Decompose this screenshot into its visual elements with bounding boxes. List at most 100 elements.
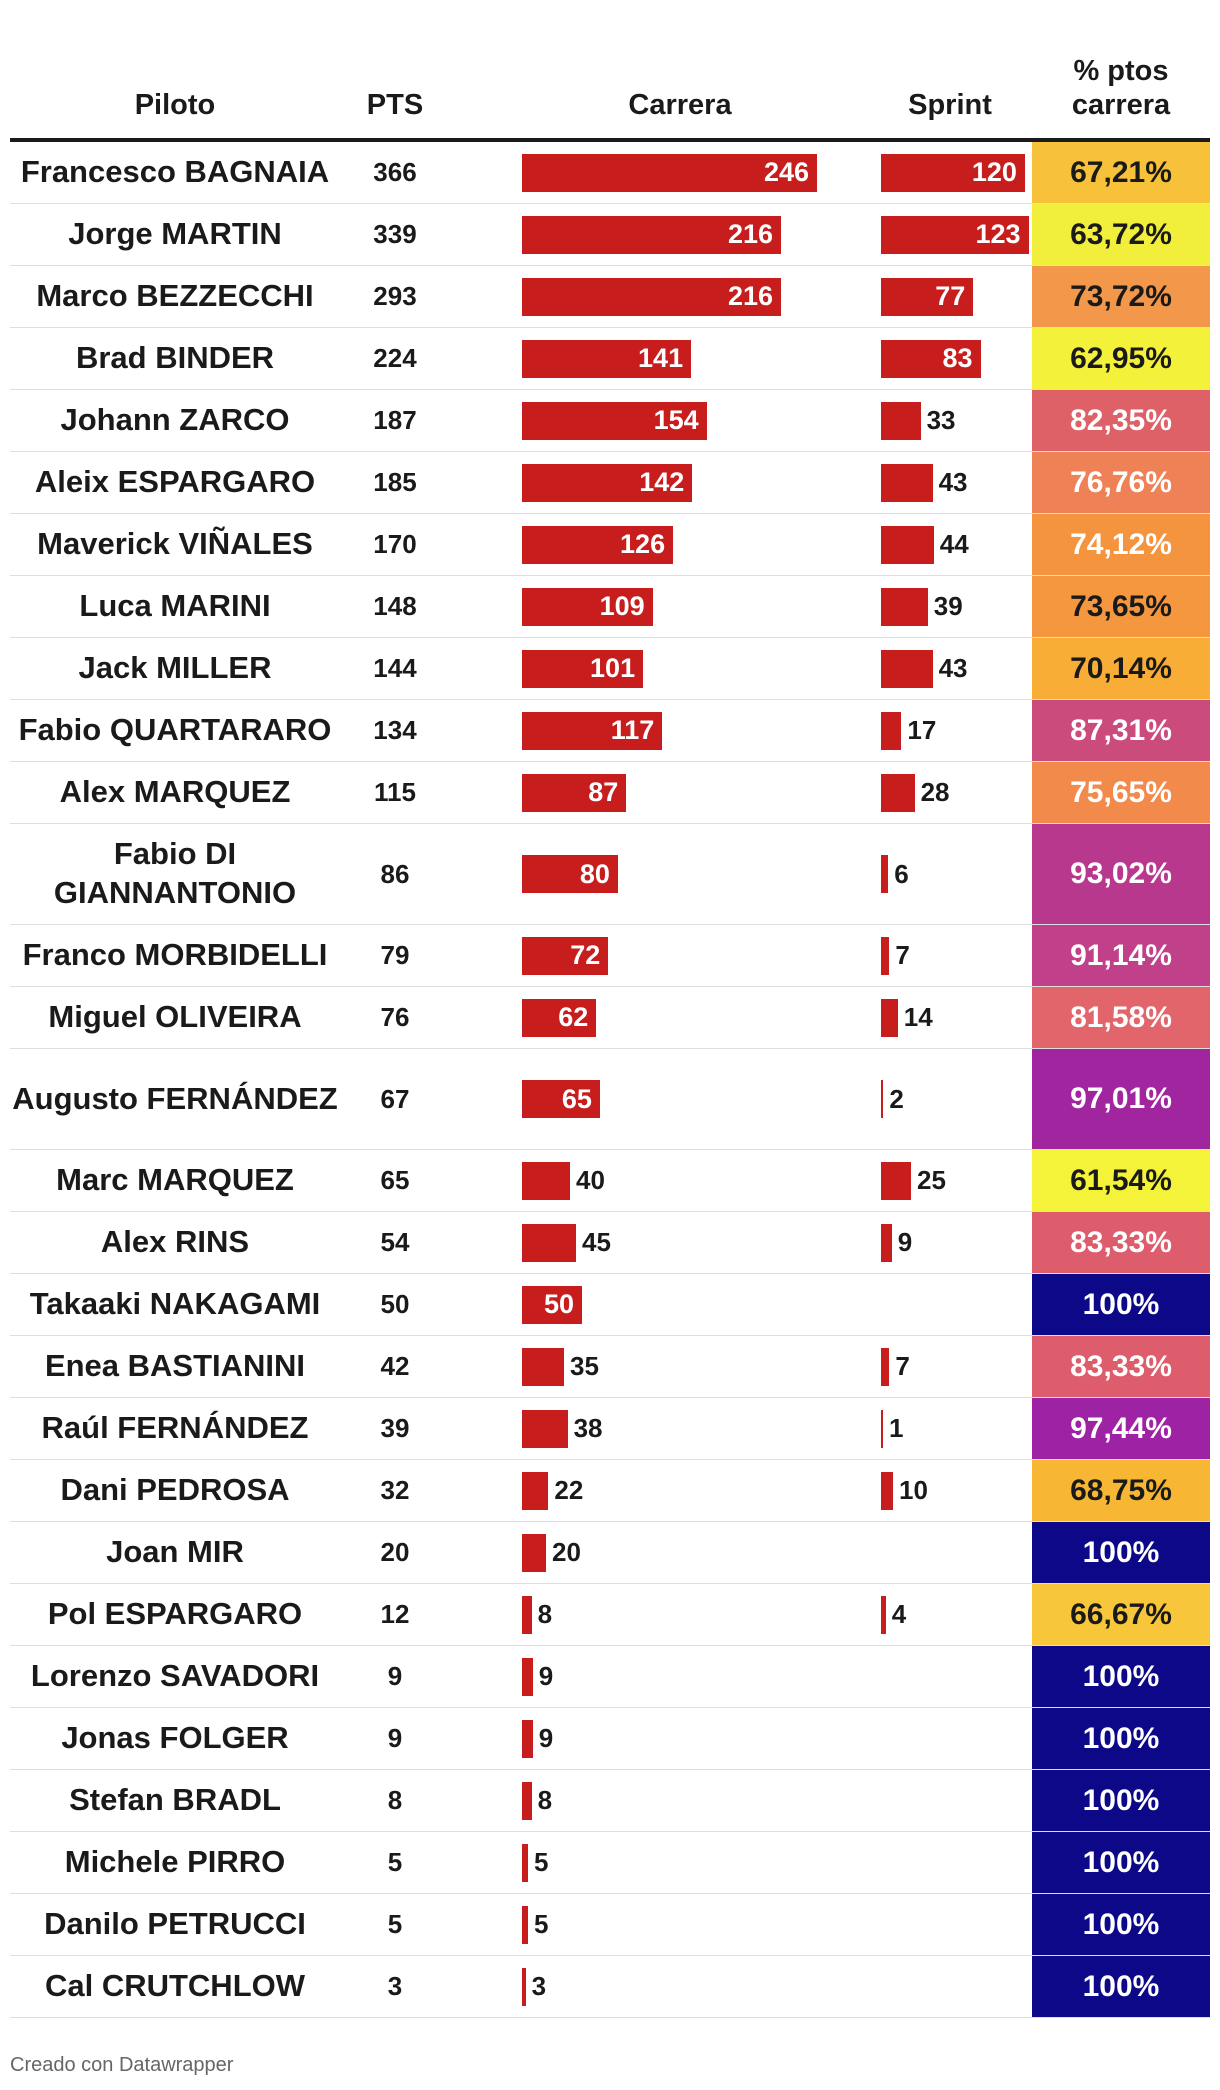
table-row: Brad BINDER 224 141 83 62,95% [10,328,1210,390]
sprint-value-label: 17 [907,715,937,745]
rider-name: Jonas FOLGER [61,1720,289,1756]
sprint-bar[interactable] [881,1080,884,1118]
sprint-bar[interactable] [881,773,915,812]
carrera-bar[interactable] [522,1657,533,1696]
carrera-bar[interactable]: 142 [522,463,693,502]
carrera-cell: 141 [522,328,852,389]
sprint-bar[interactable] [881,525,934,564]
rider-name: Brad BINDER [75,340,275,376]
carrera-cell: 35 [522,1336,852,1397]
rider-name: Franco MORBIDELLI [22,937,328,973]
table-row: Takaaki NAKAGAMI 50 50 100% [10,1274,1210,1336]
table-row: Alex RINS 54 45 9 83,33% [10,1212,1210,1274]
table-row: Miguel OLIVEIRA 76 62 14 81,58% [10,987,1210,1049]
carrera-bar[interactable]: 117 [522,711,663,750]
sprint-bar[interactable] [881,1595,886,1634]
race-points-percentage: 100% [1032,1522,1210,1583]
carrera-cell: 216 [522,266,852,327]
carrera-bar[interactable]: 216 [522,215,781,254]
sprint-bar[interactable] [881,587,928,626]
header-pts[interactable]: PTS [366,88,424,121]
sprint-bar[interactable] [881,936,890,975]
carrera-value-label: 35 [570,1351,599,1381]
carrera-bar[interactable]: 80 [522,855,618,893]
sprint-bar[interactable] [881,855,889,893]
carrera-cell: 20 [522,1522,852,1583]
sprint-bar[interactable] [881,998,898,1037]
table-header: Piloto PTS Carrera Sprint % ptos carrera [10,38,1210,142]
table-row: Maverick VIÑALES 170 126 44 74,12% [10,514,1210,576]
total-points: 224 [373,343,417,373]
carrera-bar[interactable]: 101 [522,649,644,688]
total-points: 115 [374,777,416,807]
carrera-bar[interactable] [522,1471,549,1510]
sprint-bar[interactable] [881,401,921,440]
standings-table: Piloto PTS Carrera Sprint % ptos carrera… [10,38,1210,2018]
table-row: Pol ESPARGARO 12 8 4 66,67% [10,1584,1210,1646]
sprint-bar[interactable] [881,1409,883,1448]
sprint-bar[interactable]: 123 [881,215,1029,254]
sprint-bar[interactable] [881,649,933,688]
carrera-bar[interactable] [522,1409,568,1448]
carrera-value-label: 142 [639,467,685,497]
carrera-bar[interactable]: 109 [522,587,653,626]
sprint-bar[interactable] [881,711,902,750]
rider-name: Alex RINS [100,1224,250,1260]
sprint-bar[interactable] [881,1471,893,1510]
sprint-bar[interactable] [881,1161,911,1200]
sprint-bar[interactable] [881,463,933,502]
carrera-bar[interactable] [522,1533,546,1572]
carrera-cell: 80 [522,824,852,924]
carrera-value-label: 87 [588,777,619,807]
carrera-cell: 117 [522,700,852,761]
carrera-bar[interactable]: 50 [522,1285,582,1324]
sprint-cell [881,1708,1021,1769]
table-row: Raúl FERNÁNDEZ 39 38 1 97,44% [10,1398,1210,1460]
rider-name: Enea BASTIANINI [44,1348,306,1384]
rider-name: Miguel OLIVEIRA [48,999,302,1035]
table-row: Marco BEZZECCHI 293 216 77 73,72% [10,266,1210,328]
total-points: 134 [373,715,417,745]
carrera-bar[interactable] [522,1781,532,1820]
carrera-bar[interactable] [522,1843,528,1882]
table-row: Jonas FOLGER 9 9 100% [10,1708,1210,1770]
rider-name: Marc MARQUEZ [56,1162,294,1198]
sprint-value-label: 7 [895,940,910,970]
table-row: Michele PIRRO 5 5 100% [10,1832,1210,1894]
header-piloto[interactable]: Piloto [134,88,216,121]
carrera-bar[interactable] [522,1719,533,1758]
carrera-cell: 8 [522,1584,852,1645]
carrera-bar[interactable] [522,1223,576,1262]
carrera-bar[interactable]: 216 [522,277,781,316]
header-pct-ptos-carrera[interactable]: % ptos carrera [1071,55,1171,121]
race-points-percentage: 100% [1032,1894,1210,1955]
carrera-bar[interactable]: 154 [522,401,707,440]
sprint-bar[interactable]: 77 [881,277,974,316]
sprint-value-label: 83 [942,343,973,373]
carrera-bar[interactable]: 87 [522,773,627,812]
carrera-bar[interactable] [522,1967,526,2006]
sprint-bar[interactable] [881,1347,890,1386]
sprint-bar[interactable]: 120 [881,153,1025,192]
sprint-cell: 7 [881,1336,1021,1397]
carrera-bar[interactable] [522,1161,570,1200]
sprint-cell: 123 [881,204,1029,265]
carrera-bar[interactable]: 246 [522,153,817,192]
carrera-bar[interactable]: 126 [522,525,674,564]
rider-name: Takaaki NAKAGAMI [29,1286,321,1322]
carrera-bar[interactable]: 72 [522,936,609,975]
carrera-cell: 216 [522,204,852,265]
carrera-bar[interactable] [522,1347,564,1386]
carrera-bar[interactable] [522,1595,532,1634]
sprint-bar[interactable]: 83 [881,339,981,378]
carrera-cell: 109 [522,576,852,637]
carrera-cell: 45 [522,1212,852,1273]
carrera-bar[interactable]: 65 [522,1080,600,1118]
carrera-bar[interactable] [522,1905,528,1944]
sprint-bar[interactable] [881,1223,892,1262]
carrera-bar[interactable]: 62 [522,998,597,1037]
sprint-value-label: 120 [971,157,1017,187]
header-sprint[interactable]: Sprint [908,88,992,121]
carrera-bar[interactable]: 141 [522,339,692,378]
header-carrera[interactable]: Carrera [628,88,732,121]
